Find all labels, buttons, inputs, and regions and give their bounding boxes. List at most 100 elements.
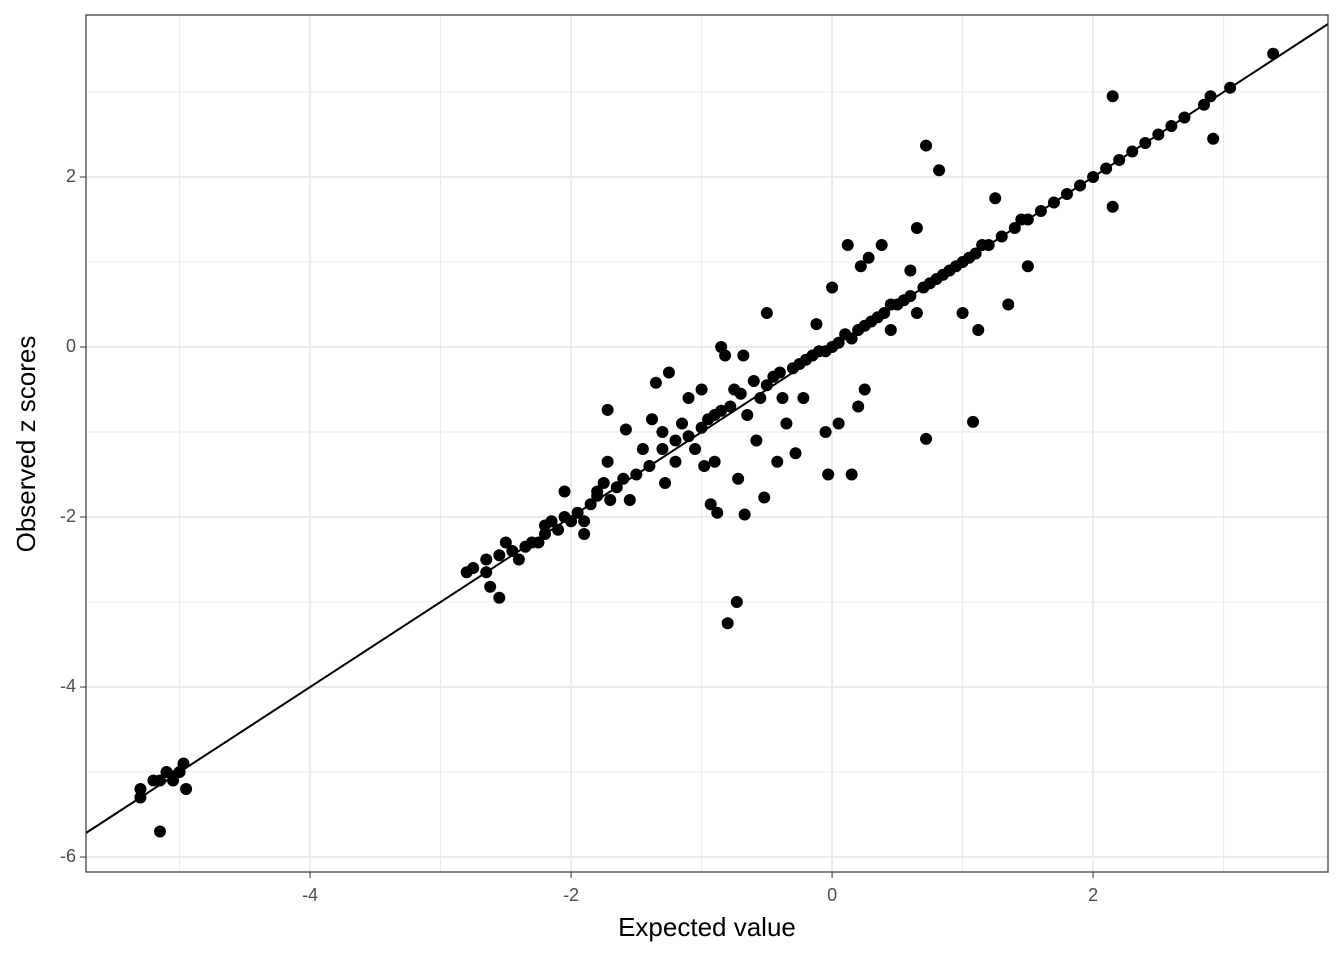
point — [732, 472, 745, 485]
x-tick-label: -2 — [563, 885, 579, 905]
x-tick-label: -4 — [302, 885, 318, 905]
point — [578, 515, 591, 528]
point — [875, 239, 888, 252]
point — [669, 455, 682, 468]
point — [597, 477, 610, 490]
point — [578, 528, 591, 541]
point — [773, 366, 786, 379]
point — [724, 400, 737, 413]
point — [499, 536, 512, 549]
y-tick-label: 2 — [66, 166, 76, 186]
y-tick-label: -6 — [60, 846, 76, 866]
point — [708, 455, 721, 468]
point — [750, 434, 763, 447]
point — [656, 443, 669, 456]
point — [704, 498, 717, 511]
point — [858, 383, 871, 396]
y-axis-title: Observed z scores — [11, 336, 41, 553]
point — [512, 553, 525, 566]
point — [662, 366, 675, 379]
point — [822, 468, 835, 481]
point — [601, 403, 614, 416]
y-tick-label: -2 — [60, 506, 76, 526]
x-tick-label: 0 — [827, 885, 837, 905]
point — [153, 825, 166, 838]
point — [147, 774, 160, 787]
x-tick-label: 2 — [1088, 885, 1098, 905]
plot-border — [85, 14, 1329, 873]
point — [910, 222, 923, 235]
point — [967, 415, 980, 428]
point — [920, 139, 933, 152]
point — [780, 417, 793, 430]
point — [656, 426, 669, 439]
point — [904, 264, 917, 277]
point — [920, 432, 933, 445]
point — [854, 260, 867, 273]
point — [649, 376, 662, 389]
point — [719, 349, 732, 362]
point — [884, 324, 897, 337]
point — [493, 591, 506, 604]
point — [747, 375, 760, 388]
point — [760, 307, 773, 320]
point — [956, 307, 969, 320]
point — [910, 307, 923, 320]
point — [689, 443, 702, 456]
point — [623, 494, 636, 507]
point — [721, 617, 734, 630]
point — [619, 423, 632, 436]
point — [852, 400, 865, 413]
point — [1207, 132, 1220, 145]
point — [741, 409, 754, 422]
point — [933, 164, 946, 177]
point — [841, 239, 854, 252]
y-tick-label: -4 — [60, 676, 76, 696]
point — [730, 596, 743, 609]
point — [659, 477, 672, 490]
point — [738, 508, 751, 521]
point — [819, 426, 832, 439]
point — [669, 434, 682, 447]
point — [972, 324, 985, 337]
point — [711, 506, 724, 519]
point — [545, 515, 558, 528]
point — [180, 783, 193, 796]
point — [467, 562, 480, 575]
point — [826, 281, 839, 294]
point — [734, 387, 747, 400]
point — [862, 251, 875, 264]
x-axis-title: Expected value — [618, 912, 796, 942]
point — [682, 392, 695, 405]
point — [134, 783, 147, 796]
point — [832, 417, 845, 430]
point — [558, 485, 571, 498]
point — [1002, 298, 1015, 311]
reference-line — [85, 23, 1329, 834]
point — [493, 549, 506, 562]
point — [810, 318, 823, 331]
point — [695, 383, 708, 396]
point — [636, 443, 649, 456]
point — [604, 494, 617, 507]
point — [797, 392, 810, 405]
point — [776, 392, 789, 405]
point — [715, 404, 728, 417]
point — [698, 460, 711, 473]
point — [737, 349, 750, 362]
point — [989, 192, 1002, 205]
point — [789, 447, 802, 460]
point — [771, 455, 784, 468]
point — [601, 455, 614, 468]
point — [484, 580, 497, 593]
point — [645, 413, 658, 426]
point — [1106, 200, 1119, 213]
point — [1021, 260, 1034, 273]
point — [758, 491, 771, 504]
point — [845, 468, 858, 481]
point — [1106, 90, 1119, 103]
point — [676, 417, 689, 430]
point — [480, 553, 493, 566]
y-tick-label: 0 — [66, 336, 76, 356]
